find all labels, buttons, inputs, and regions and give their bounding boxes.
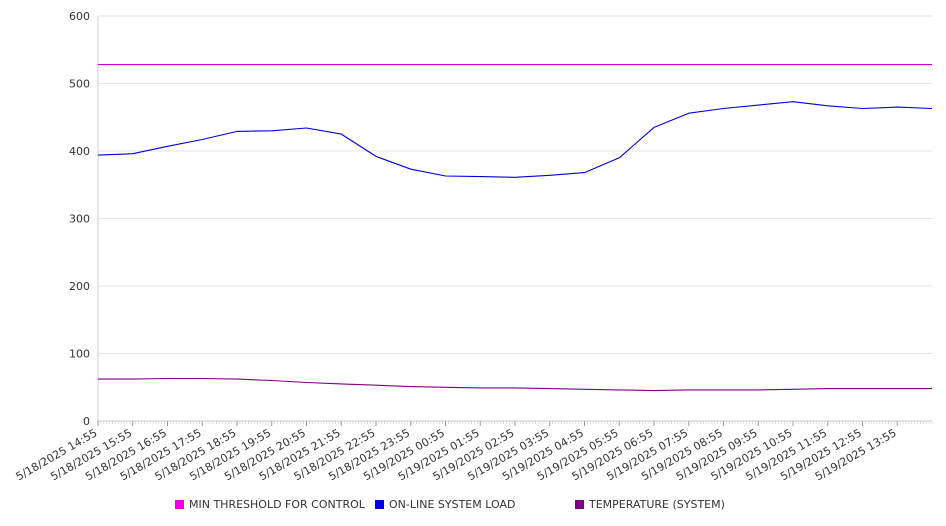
y-tick-label: 600 (69, 10, 90, 23)
legend-item-min-threshold: MIN THRESHOLD FOR CONTROL (175, 498, 365, 511)
legend-swatch (175, 500, 184, 509)
y-tick-label: 200 (69, 280, 90, 293)
y-tick-label: 0 (83, 415, 90, 428)
y-tick-label: 500 (69, 78, 90, 91)
legend-swatch (575, 500, 584, 509)
legend-swatch (375, 500, 384, 509)
x-axis: 5/18/2025 14:555/18/2025 15:555/18/2025 … (14, 420, 933, 483)
legend-label: TEMPERATURE (SYSTEM) (589, 498, 725, 511)
series-line (97, 101, 933, 178)
y-tick-label: 400 (69, 145, 90, 158)
series-line (98, 377, 932, 392)
legend-label: MIN THRESHOLD FOR CONTROL (189, 498, 365, 511)
legend: MIN THRESHOLD FOR CONTROL ON-LINE SYSTEM… (0, 498, 946, 514)
legend-item-system-load: ON-LINE SYSTEM LOAD (375, 498, 515, 511)
y-axis: 0 100 200 300 400 500 600 (69, 10, 99, 428)
grid-lines (98, 15, 932, 354)
series-lines (97, 64, 933, 392)
legend-label: ON-LINE SYSTEM LOAD (389, 498, 516, 511)
legend-item-temperature: TEMPERATURE (SYSTEM) (575, 498, 725, 511)
y-tick-label: 100 (69, 348, 90, 361)
y-tick-label: 300 (69, 213, 90, 226)
